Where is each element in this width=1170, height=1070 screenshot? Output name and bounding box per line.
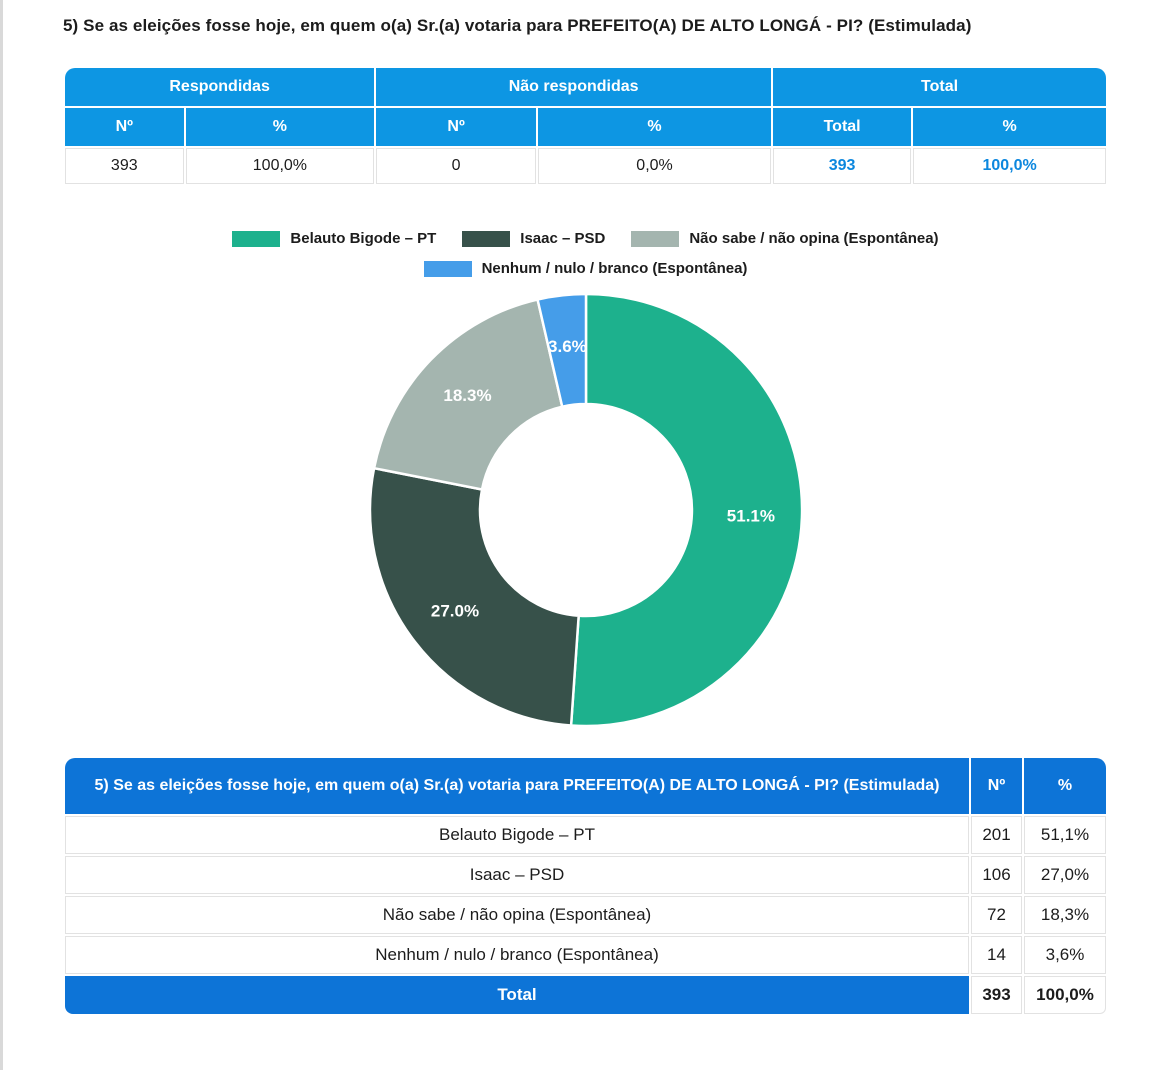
- total-n: 393: [773, 148, 912, 184]
- legend-label: Isaac – PSD: [520, 230, 606, 247]
- respondidas-pct: 100,0%: [185, 148, 375, 184]
- summary-group-header-row: Respondidas Não respondidas Total: [65, 68, 1106, 106]
- legend-item-isaac[interactable]: Isaac – PSD: [462, 230, 605, 247]
- candidate-pct: 27,0%: [1024, 856, 1106, 894]
- table-row-total: Total 393 100,0%: [65, 976, 1106, 1014]
- respondidas-n: 393: [65, 148, 184, 184]
- candidate-label: Isaac – PSD: [65, 856, 969, 894]
- slice-label-1: 27.0%: [430, 601, 478, 620]
- candidate-pct: 3,6%: [1024, 936, 1106, 974]
- donut-chart: 51.1% 27.0% 18.3% 3.6%: [368, 292, 803, 728]
- legend-swatch-icon: [462, 230, 511, 247]
- candidate-label: Nenhum / nulo / branco (Espontânea): [65, 936, 969, 974]
- legend-swatch-icon: [232, 230, 281, 247]
- summary-table: Respondidas Não respondidas Total Nº % N…: [63, 66, 1108, 186]
- legend-swatch-icon: [423, 260, 472, 277]
- legend-item-belauto[interactable]: Belauto Bigode – PT: [232, 230, 436, 247]
- table-row-nao-sabe: Não sabe / não opina (Espontânea) 72 18,…: [65, 896, 1106, 934]
- results-pct-header: %: [1024, 758, 1106, 814]
- group-header-nao-respondidas: Não respondidas: [376, 68, 772, 106]
- nao-respondidas-n: 0: [376, 148, 537, 184]
- candidate-n: 201: [971, 816, 1022, 854]
- results-table: 5) Se as eleições fosse hoje, em quem o(…: [63, 756, 1108, 1016]
- legend-row-1: Belauto Bigode – PT Isaac – PSD Não sabe…: [63, 230, 1108, 247]
- pie-slice-0[interactable]: [569, 292, 803, 728]
- sub-header-total: Total: [773, 108, 912, 146]
- results-header-row: 5) Se as eleições fosse hoje, em quem o(…: [65, 758, 1106, 814]
- group-header-total: Total: [773, 68, 1106, 106]
- slice-label-3: 3.6%: [548, 337, 587, 356]
- results-n-header: Nº: [971, 758, 1022, 814]
- nao-respondidas-pct: 0,0%: [538, 148, 772, 184]
- pie-slice-1[interactable]: [368, 466, 580, 727]
- sub-header-pct2: %: [538, 108, 772, 146]
- total-label: Total: [65, 976, 969, 1014]
- sub-header-pct1: %: [185, 108, 375, 146]
- total-pct: 100,0%: [913, 148, 1106, 184]
- chart-area: 51.1% 27.0% 18.3% 3.6%: [63, 290, 1108, 730]
- table-row-nenhum: Nenhum / nulo / branco (Espontânea) 14 3…: [65, 936, 1106, 974]
- candidate-label: Belauto Bigode – PT: [65, 816, 969, 854]
- legend-swatch-icon: [631, 230, 680, 247]
- candidate-n: 14: [971, 936, 1022, 974]
- legend-label: Belauto Bigode – PT: [290, 230, 437, 247]
- candidate-pct: 51,1%: [1024, 816, 1106, 854]
- candidate-label: Não sabe / não opina (Espontânea): [65, 896, 969, 934]
- page-edge-scrollbar[interactable]: [0, 0, 9, 1070]
- results-question-header: 5) Se as eleições fosse hoje, em quem o(…: [65, 758, 969, 814]
- legend-row-2: Nenhum / nulo / branco (Espontânea): [63, 260, 1108, 277]
- pie-slice-2[interactable]: [372, 298, 564, 491]
- page-title: 5) Se as eleições fosse hoje, em quem o(…: [63, 16, 972, 35]
- total-pct-value: 100,0%: [1024, 976, 1106, 1014]
- candidate-n: 106: [971, 856, 1022, 894]
- slice-label-2: 18.3%: [443, 386, 491, 405]
- sub-header-n1: Nº: [65, 108, 184, 146]
- sub-header-pct3: %: [913, 108, 1106, 146]
- candidate-pct: 18,3%: [1024, 896, 1106, 934]
- table-row-belauto: Belauto Bigode – PT 201 51,1%: [65, 816, 1106, 854]
- pie-slice-3[interactable]: [535, 292, 587, 409]
- total-n-value: 393: [971, 976, 1022, 1014]
- summary-sub-header-row: Nº % Nº % Total %: [65, 108, 1106, 146]
- candidate-n: 72: [971, 896, 1022, 934]
- legend-item-nao-sabe[interactable]: Não sabe / não opina (Espontânea): [631, 230, 939, 247]
- legend-label: Não sabe / não opina (Espontânea): [689, 230, 939, 247]
- sub-header-n2: Nº: [376, 108, 537, 146]
- legend-label: Nenhum / nulo / branco (Espontânea): [481, 260, 748, 277]
- report-page: 5) Se as eleições fosse hoje, em quem o(…: [63, 16, 1108, 1016]
- summary-values-row: 393 100,0% 0 0,0% 393 100,0%: [65, 148, 1106, 184]
- table-row-isaac: Isaac – PSD 106 27,0%: [65, 856, 1106, 894]
- legend-item-nenhum[interactable]: Nenhum / nulo / branco (Espontânea): [423, 260, 748, 277]
- group-header-respondidas: Respondidas: [65, 68, 375, 106]
- chart-legend: Belauto Bigode – PT Isaac – PSD Não sabe…: [63, 230, 1108, 277]
- slice-label-0: 51.1%: [726, 507, 774, 526]
